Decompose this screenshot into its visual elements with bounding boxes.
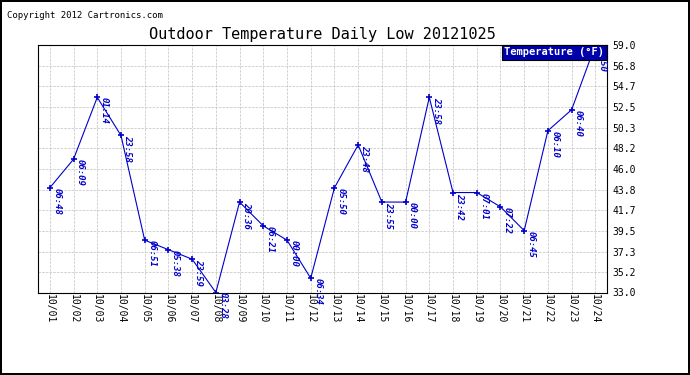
Text: 00:00: 00:00 (408, 202, 417, 229)
Text: 07:22: 07:22 (503, 207, 512, 234)
Text: 23:48: 23:48 (361, 145, 370, 172)
Text: 06:21: 06:21 (266, 226, 275, 253)
Text: 06:40: 06:40 (574, 110, 583, 136)
Text: 23:59: 23:59 (195, 259, 204, 286)
Text: 03:28: 03:28 (218, 292, 227, 320)
Text: 01:14: 01:14 (99, 98, 109, 124)
Text: 00:00: 00:00 (289, 240, 299, 267)
Text: 05:38: 05:38 (171, 250, 180, 276)
Text: 05:50: 05:50 (337, 188, 346, 214)
Text: 23:55: 23:55 (384, 202, 393, 229)
Title: Outdoor Temperature Daily Low 20121025: Outdoor Temperature Daily Low 20121025 (149, 27, 496, 42)
Text: Temperature (°F): Temperature (°F) (504, 48, 604, 57)
Text: 06:48: 06:48 (52, 188, 61, 214)
Text: 23:42: 23:42 (455, 192, 464, 219)
Text: 20:36: 20:36 (242, 202, 251, 229)
Text: Copyright 2012 Cartronics.com: Copyright 2012 Cartronics.com (7, 11, 163, 20)
Text: 06:45: 06:45 (526, 231, 535, 258)
Text: 06:51: 06:51 (147, 240, 156, 267)
Text: 06:34: 06:34 (313, 278, 322, 305)
Text: 07:01: 07:01 (479, 192, 489, 219)
Text: 23:58: 23:58 (432, 98, 441, 124)
Text: 11:50: 11:50 (598, 45, 607, 72)
Text: 06:10: 06:10 (551, 130, 560, 158)
Text: 06:09: 06:09 (76, 159, 85, 186)
Text: 23:58: 23:58 (124, 135, 132, 162)
